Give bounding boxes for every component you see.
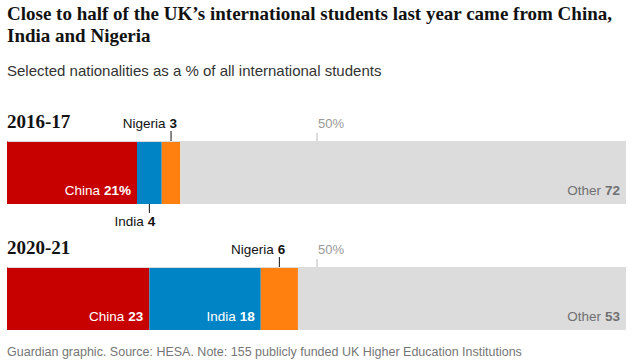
x-axis: 50% xyxy=(8,242,627,268)
bar-segment xyxy=(137,141,162,204)
bar-segment xyxy=(149,267,260,330)
data-label: Nigeria 6 xyxy=(231,242,286,257)
bar-segment xyxy=(7,267,149,330)
title-line: Close to half of the UK’s international … xyxy=(7,3,612,24)
tick-label: 50% xyxy=(318,116,344,131)
leader-line xyxy=(149,204,150,213)
source: Guardian graphic. Source: HESA. Note: 15… xyxy=(7,345,522,359)
label-name: Nigeria xyxy=(123,116,166,131)
bar-segment xyxy=(261,267,298,330)
data-labels: China21%China23India4India18Nigeria3Nige… xyxy=(65,116,621,324)
axis-domain xyxy=(8,267,627,268)
x-axis: 50% xyxy=(8,116,627,142)
label-name: Other xyxy=(567,183,601,198)
tick: 50% xyxy=(317,116,344,141)
bar-segment xyxy=(162,141,181,204)
label-value: 23 xyxy=(128,309,144,324)
subtitle: Selected nationalities as a % of all int… xyxy=(7,62,381,79)
data-label: China21% xyxy=(65,183,131,198)
label-name: India xyxy=(206,309,236,324)
tick: 50% xyxy=(317,242,344,267)
chart: Close to half of the UK’s international … xyxy=(0,0,632,363)
label-name: Nigeria xyxy=(231,242,274,257)
label-value: 3 xyxy=(170,116,178,131)
label-value: 21% xyxy=(104,183,131,198)
title: Close to half of the UK’s international … xyxy=(7,3,612,46)
data-label: Other 72 xyxy=(567,183,620,198)
label-value: 6 xyxy=(278,242,286,257)
bars xyxy=(7,141,626,330)
label-value: 4 xyxy=(148,214,156,229)
tick-mark xyxy=(317,259,318,267)
axis-domain xyxy=(8,141,627,142)
label-name: India xyxy=(115,214,145,229)
label-name: Other xyxy=(567,309,601,324)
data-label: India4 xyxy=(115,214,156,229)
label-value: 53 xyxy=(605,309,621,324)
label-name: China xyxy=(65,183,101,198)
bar-segment xyxy=(7,141,137,204)
data-label: India 18 xyxy=(206,309,255,324)
data-label: Other 53 xyxy=(567,309,620,324)
leader-line xyxy=(279,257,280,267)
row-label: 2016-17 xyxy=(7,111,71,132)
bar-segment xyxy=(180,141,626,204)
label-value: 72 xyxy=(605,183,620,198)
bar-segment xyxy=(298,267,626,330)
row-label: 2020-21 xyxy=(7,237,70,258)
data-label: China23 xyxy=(89,309,144,324)
leader-line xyxy=(171,131,172,141)
tick-mark xyxy=(317,133,318,141)
title-line: India and Nigeria xyxy=(7,25,151,46)
tick-label: 50% xyxy=(318,242,344,257)
label-value: 18 xyxy=(240,309,256,324)
label-name: China xyxy=(89,309,125,324)
page: {"chart_data": {"type": "bar", "orientat… xyxy=(0,0,632,363)
data-label: Nigeria 3 xyxy=(123,116,178,131)
